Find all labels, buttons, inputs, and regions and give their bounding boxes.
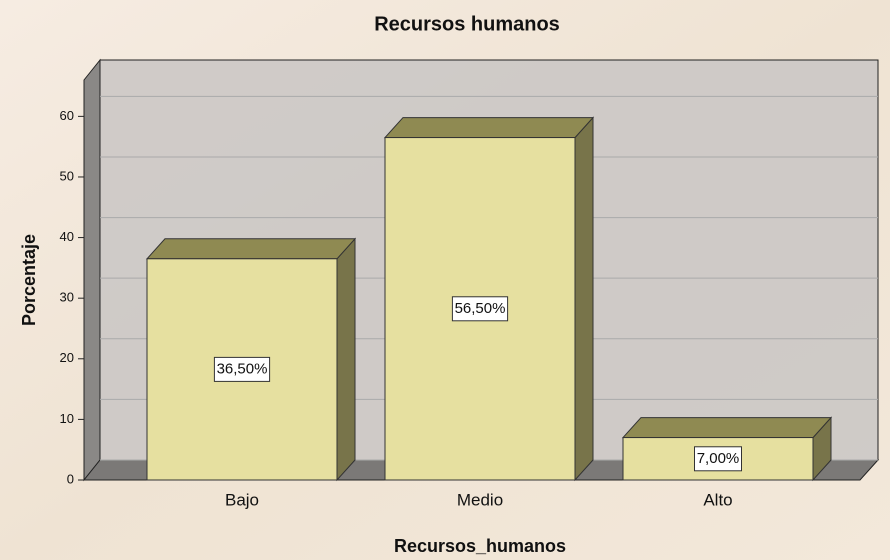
- bar-top: [621, 417, 833, 439]
- y-tick-label: 30: [60, 290, 74, 305]
- y-tick-label: 0: [67, 471, 74, 486]
- x-tick-label: Alto: [703, 490, 732, 509]
- y-tick-label: 10: [60, 411, 74, 426]
- value-label: 7,00%: [697, 450, 740, 467]
- value-label-box: [694, 446, 742, 472]
- x-tick-label: Medio: [457, 490, 503, 509]
- bar-top: [145, 238, 357, 260]
- y-axis-label: Porcentaje: [19, 234, 39, 326]
- value-label: 56,50%: [455, 300, 506, 317]
- chart-title: Recursos humanos: [374, 13, 560, 35]
- bar-side: [336, 237, 356, 482]
- y-tick-label: 60: [60, 108, 74, 123]
- bar-front: [384, 137, 576, 481]
- bar: [383, 116, 595, 482]
- y-tick-label: 40: [60, 229, 74, 244]
- y-tick-label: 20: [60, 350, 74, 365]
- bar-side: [574, 116, 594, 482]
- x-axis-label: Recursos_humanos: [394, 536, 566, 556]
- left-wall: [83, 58, 101, 482]
- value-label-box: [451, 296, 509, 322]
- x-tick-label: Bajo: [225, 490, 259, 509]
- value-label-box: [213, 356, 271, 382]
- y-tick-label: 50: [60, 168, 74, 183]
- bar-top: [383, 117, 595, 139]
- value-label: 36,50%: [217, 360, 268, 377]
